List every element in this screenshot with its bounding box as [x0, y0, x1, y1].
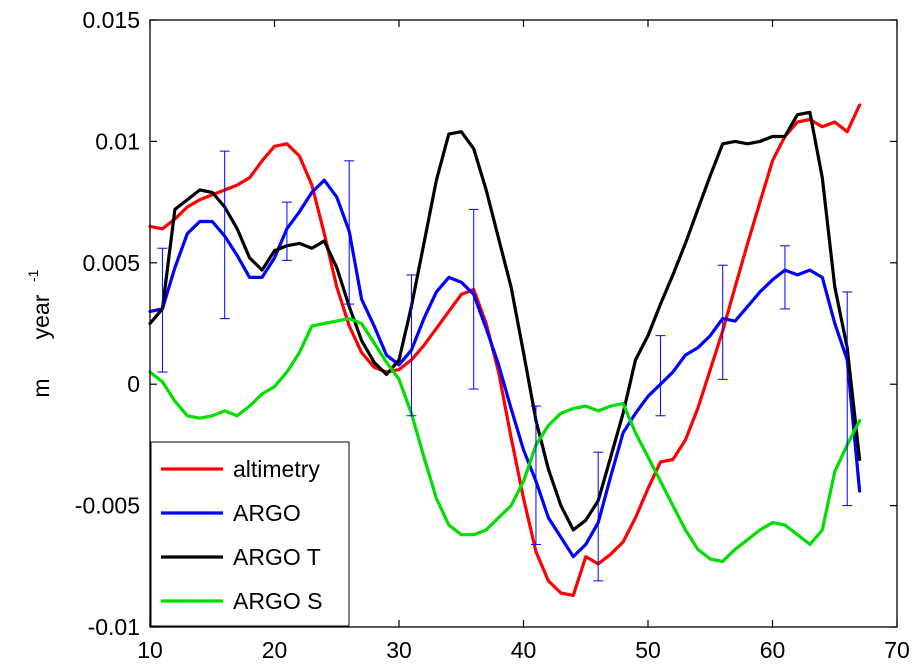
x-tick-label: 50 [635, 637, 661, 663]
y-axis-label-word: year [28, 294, 54, 339]
error-bar-layer [157, 150, 853, 582]
legend-label: ARGO T [233, 544, 321, 570]
x-tick-label: 30 [386, 637, 412, 663]
series-line-altimetry [148, 103, 862, 598]
legend-entry: ARGO S [161, 588, 322, 614]
y-tick-label: 0.005 [82, 250, 140, 276]
y-tick-label: -0.005 [75, 493, 140, 519]
error-bar [281, 201, 292, 261]
x-tick-label: 20 [262, 637, 288, 663]
y-axis-label-exponent: -1 [25, 269, 41, 282]
error-bar [157, 247, 168, 373]
series-layer [148, 103, 862, 598]
series-line-argo [148, 178, 862, 559]
tick-layer: 10 20 30 40 50 60 70 -0.01 -0.005 0 0.005 0.01 0.015 [75, 7, 910, 663]
y-axis-label-unit: m [28, 378, 54, 397]
error-bar [717, 264, 728, 380]
y-tick-label: -0.01 [88, 614, 140, 640]
error-bar [842, 291, 853, 507]
legend-box [150, 441, 350, 627]
legend-entry: ARGO T [161, 544, 321, 570]
error-bar [779, 245, 790, 310]
error-bar [344, 160, 355, 305]
legend-label: ARGO S [233, 588, 322, 614]
series-line-argo-s [148, 317, 862, 564]
legend-label: altimetry [233, 456, 320, 482]
y-tick-label: 0.015 [82, 7, 140, 33]
legend-label: ARGO [233, 500, 301, 526]
error-bar [468, 208, 479, 390]
x-tick-label: 70 [884, 637, 910, 663]
y-tick-label: 0.01 [95, 128, 140, 154]
series-line-argo-t [148, 110, 862, 532]
legend-entry: altimetry [161, 456, 320, 482]
error-bar [406, 274, 417, 417]
x-tick-label: 60 [760, 637, 786, 663]
y-axis-label: m year -1 [25, 269, 54, 397]
y-tick-label: 0 [127, 371, 140, 397]
error-bar [593, 451, 604, 582]
error-bar [655, 335, 666, 417]
legend-entry: ARGO [161, 500, 301, 526]
x-tick-label: 40 [511, 637, 537, 663]
x-tick-label: 10 [137, 637, 163, 663]
error-bar [530, 405, 541, 545]
legend: altimetry ARGO ARGO T ARGO S [150, 441, 350, 627]
error-bar [219, 150, 230, 320]
